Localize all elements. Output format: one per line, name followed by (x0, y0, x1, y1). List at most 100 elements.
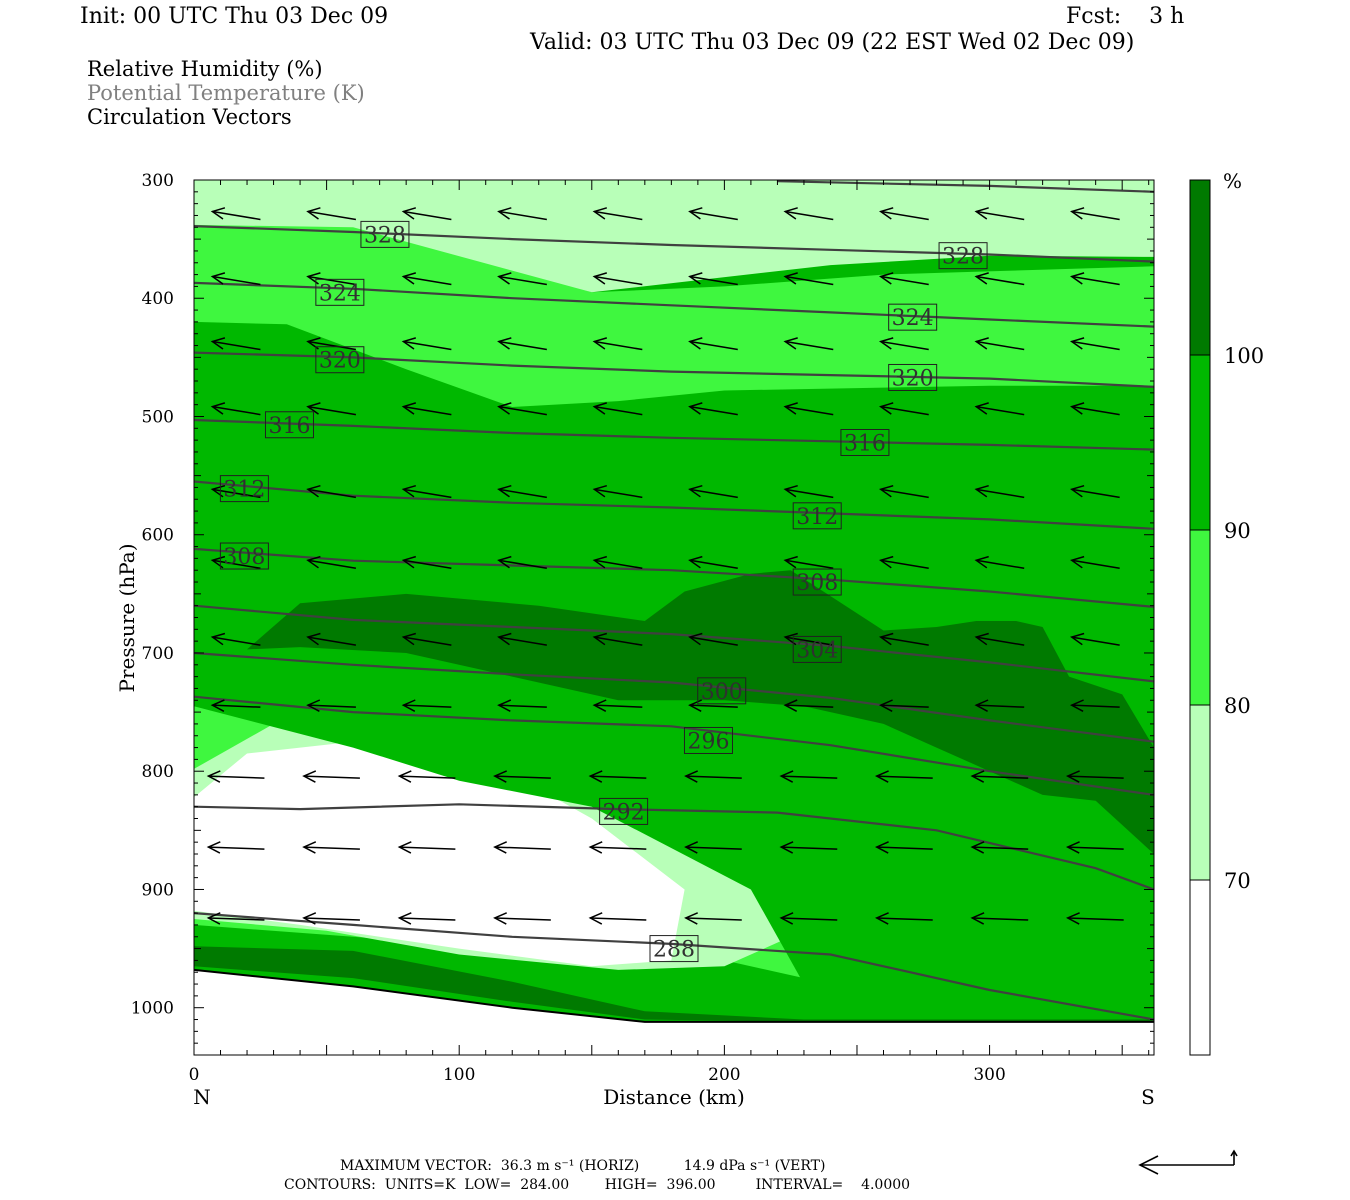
svg-text:328: 328 (364, 223, 406, 248)
circulation-vector (974, 207, 1025, 221)
init-time: Init: 00 UTC Thu 03 Dec 09 (80, 4, 389, 29)
y-tick-label: 400 (142, 289, 174, 309)
circulation-vector (878, 484, 929, 499)
svg-text:308: 308 (796, 571, 838, 596)
contour-label-320: 320 (315, 346, 365, 374)
circulation-vector (401, 272, 452, 286)
rh-region-100-1 (194, 946, 1154, 1022)
circulation-vector (684, 912, 742, 925)
circulation-vector (1065, 770, 1124, 783)
circulation-vector (306, 402, 357, 416)
svg-text:296: 296 (687, 729, 729, 754)
contour-label-312: 312 (792, 502, 842, 530)
theta-contour-292 (194, 803, 1154, 891)
circulation-vector (783, 484, 834, 499)
circulation-vector (783, 207, 834, 221)
contour-label-324: 324 (315, 278, 365, 306)
circulation-vector (783, 555, 834, 570)
circulation-vector (1070, 207, 1120, 221)
contour-label-296: 296 (683, 726, 733, 754)
circulation-vector (592, 337, 643, 351)
circulation-vector (397, 912, 456, 925)
contour-label-308: 308 (792, 568, 842, 596)
circulation-vector (306, 699, 356, 712)
circulation-vector (878, 272, 929, 286)
circulation-vector (970, 912, 1029, 925)
circulation-vector (592, 632, 643, 646)
circulation-vector (493, 912, 551, 925)
circulation-vector (688, 337, 738, 351)
svg-text:304: 304 (796, 638, 838, 663)
svg-text:320: 320 (892, 366, 934, 391)
circulation-vector (302, 912, 360, 925)
circulation-vector (210, 632, 261, 646)
circulation-vector (401, 207, 452, 221)
theta-contour-316 (194, 418, 1154, 451)
theta-contour-300 (194, 651, 1154, 743)
circulation-vector (401, 402, 452, 416)
circulation-vector (210, 337, 261, 351)
circulation-vector (592, 484, 643, 499)
circulation-vector (684, 770, 742, 783)
circulation-vector (878, 699, 929, 712)
legend-theta: Potential Temperature (K) (87, 81, 365, 105)
circulation-vector (974, 555, 1025, 570)
circulation-vector (497, 632, 547, 646)
circulation-vector (497, 337, 547, 351)
circulation-vector (974, 484, 1025, 499)
circulation-vector (302, 841, 360, 854)
terrain-fill (194, 969, 1154, 1055)
circulation-vector (497, 555, 547, 570)
circulation-vector (783, 272, 834, 286)
svg-text:300: 300 (701, 680, 743, 705)
y-tick-label: 1000 (131, 999, 174, 1019)
contour-label-320: 320 (888, 363, 938, 391)
circulation-vector (306, 484, 357, 499)
circulation-vector (397, 841, 456, 854)
circulation-vector (688, 272, 738, 286)
circulation-vector (210, 699, 261, 712)
circulation-vector (783, 699, 834, 712)
circulation-vector (1070, 555, 1120, 570)
circulation-vector (1070, 402, 1120, 416)
contour-label-304: 304 (792, 635, 842, 663)
circulation-vector (206, 841, 265, 854)
circulation-vector (874, 841, 933, 854)
x-end-label-south: S (1141, 1085, 1155, 1109)
circulation-vector (1065, 912, 1124, 925)
circulation-vector (497, 699, 547, 712)
colorbar-bin-70 (1190, 880, 1210, 1055)
circulation-vector (970, 770, 1029, 783)
colorbar-bin-70-80 (1190, 705, 1210, 880)
x-axis-label: Distance (km) (603, 1085, 745, 1109)
circulation-vector (210, 207, 261, 221)
circulation-vector (497, 272, 547, 286)
circulation-vector (974, 272, 1025, 286)
circulation-vector (493, 770, 551, 783)
circulation-vector (783, 337, 834, 351)
colorbar-bin-100 (1190, 180, 1210, 355)
rh-region-70-0 (194, 741, 685, 967)
circulation-vector (974, 337, 1025, 351)
contour-label-328: 328 (938, 242, 988, 270)
theta-contour-304 (194, 604, 1154, 683)
x-end-label-north: N (193, 1085, 211, 1109)
colorbar-label: 70 (1224, 869, 1251, 893)
circulation-vector (1065, 841, 1124, 854)
footer-contours: CONTOURS: UNITS=K LOW= 284.00 HIGH= 396.… (284, 1177, 911, 1193)
circulation-vector (688, 402, 738, 416)
circulation-vector (306, 207, 357, 221)
forecast-hour: Fcst: 3 h (1066, 4, 1185, 29)
circulation-vector (401, 699, 452, 712)
theta-contour-308 (194, 547, 1154, 608)
circulation-vector (401, 632, 452, 646)
rh-region-70-80-0 (194, 180, 1154, 293)
circulation-vector (592, 207, 643, 221)
circulation-vector (974, 402, 1025, 416)
circulation-vector (497, 484, 547, 499)
colorbar-label: 80 (1224, 694, 1251, 718)
circulation-vector (879, 402, 929, 416)
circulation-vector (874, 770, 933, 783)
svg-text:292: 292 (603, 800, 645, 825)
